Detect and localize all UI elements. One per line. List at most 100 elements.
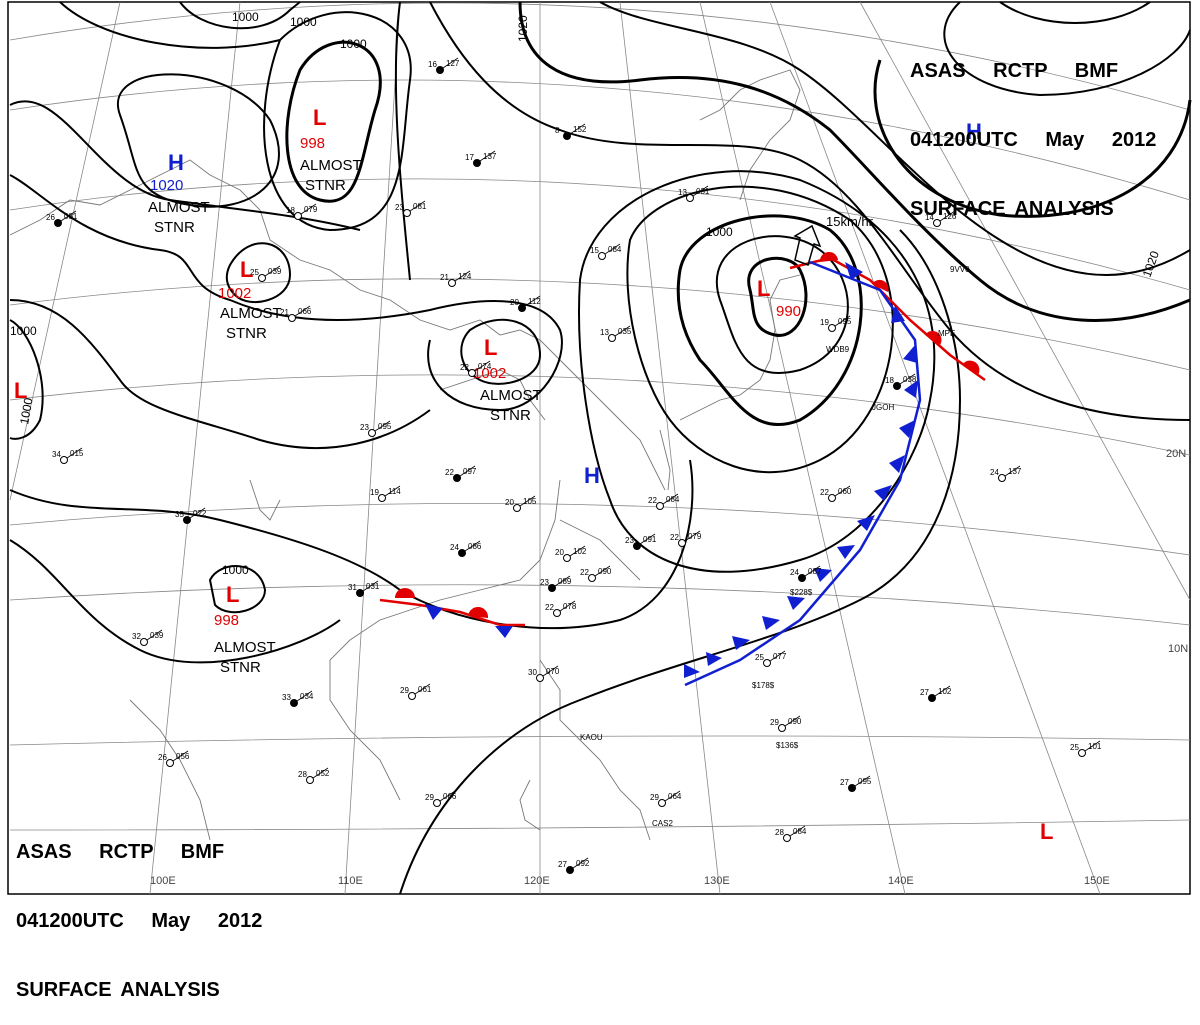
- station-plot: 22 090: [580, 565, 612, 582]
- station-temp: 28: [298, 770, 307, 779]
- station-circle-icon: [763, 659, 771, 667]
- station-pressure: 087: [808, 567, 822, 576]
- station-temp: 26: [46, 213, 55, 222]
- station-temp: 25: [250, 268, 259, 277]
- note-motion: 15km/hr: [826, 214, 874, 229]
- lon-label: 110E: [338, 875, 363, 887]
- station-plot: 22 060: [820, 485, 852, 502]
- station-plot: 33 034: [282, 690, 314, 707]
- station-temp: 22: [648, 496, 657, 505]
- station-pressure: 092: [576, 859, 590, 868]
- pressure-value: 998: [300, 135, 325, 152]
- station-circle-icon: [633, 542, 641, 550]
- station-circle-icon: [288, 314, 296, 322]
- note-stnr: STNR: [490, 407, 531, 424]
- isobar-label: 1000: [10, 324, 37, 338]
- station-pressure: 095: [838, 317, 852, 326]
- station-circle-icon: [658, 799, 666, 807]
- station-circle-icon: [368, 429, 376, 437]
- lon-label: 130E: [704, 875, 730, 887]
- station-circle-icon: [453, 474, 461, 482]
- station-temp: 29: [425, 793, 434, 802]
- station-circle-icon: [54, 219, 62, 227]
- station-plot: 34 015: [52, 447, 84, 464]
- station-pressure: 127: [446, 59, 460, 68]
- station-pressure: 152: [573, 125, 587, 134]
- station-plot: 22 078: [545, 600, 577, 617]
- station-pressure: 124: [458, 272, 472, 281]
- station-plot: 28 084: [775, 825, 807, 842]
- isobar-label: 1000: [706, 225, 733, 239]
- station-pressure: 086: [468, 542, 482, 551]
- station-temp: 19: [820, 318, 829, 327]
- station-temp: 19: [370, 488, 379, 497]
- station-plot: 15 084: [590, 243, 622, 260]
- station-pressure: 038: [903, 375, 917, 384]
- pressure-value: 990: [776, 303, 801, 320]
- station-temp: 20: [510, 298, 519, 307]
- station-plot: 17 137: [465, 150, 497, 167]
- station-id: $178$: [752, 681, 775, 690]
- station-plot: 25 101: [1070, 740, 1102, 757]
- station-circle-icon: [433, 799, 441, 807]
- station-circle-icon: [566, 866, 574, 874]
- station-temp: 22: [580, 568, 589, 577]
- station-temp: 29: [770, 718, 779, 727]
- station-plot: 24 087: [790, 565, 822, 582]
- station-plot: 35 022: [175, 507, 207, 524]
- station-temp: 31: [348, 583, 357, 592]
- pressure-value: 1002: [473, 365, 506, 382]
- station-plot: 13 031: [678, 185, 710, 202]
- station-circle-icon: [563, 132, 571, 140]
- station-circle-icon: [608, 334, 616, 342]
- station-temp: 30: [528, 668, 537, 677]
- station-pressure: 084: [666, 495, 680, 504]
- station-plot: 24 137: [990, 465, 1022, 482]
- station-pressure: 112: [528, 297, 541, 306]
- station-temp: 13: [678, 188, 687, 197]
- station-plot: 29 090: [770, 715, 802, 732]
- coastlines: [9, 69, 801, 841]
- note-stnr: STNR: [220, 659, 261, 676]
- station-circle-icon: [553, 609, 561, 617]
- station-pressure: 052: [316, 769, 330, 778]
- station-plot: 29 061: [400, 683, 432, 700]
- station-circle-icon: [828, 494, 836, 502]
- station-id: MPE: [938, 329, 955, 338]
- station-circle-icon: [656, 502, 664, 510]
- station-circle-icon: [563, 554, 571, 562]
- note-almost: ALMOST: [148, 199, 210, 216]
- station-plot: 18 079: [286, 203, 318, 220]
- station-plot: 23 091: [625, 533, 657, 550]
- station-temp: 20: [505, 498, 514, 507]
- station-temp: 27: [920, 688, 929, 697]
- station-temp: 24: [790, 568, 799, 577]
- station-pressure: 039: [150, 631, 164, 640]
- station-circle-icon: [436, 66, 444, 74]
- station-circle-icon: [258, 274, 266, 282]
- station-circle-icon: [183, 516, 191, 524]
- station-plot: 20 112: [510, 295, 541, 312]
- station-pressure: 031: [366, 582, 380, 591]
- station-plot: 25 077: [755, 650, 787, 667]
- station-temp: 21: [440, 273, 449, 282]
- station-circle-icon: [356, 589, 364, 597]
- station-temp: 23: [625, 536, 634, 545]
- station-plot: 22 084: [648, 493, 680, 510]
- station-circle-icon: [933, 219, 941, 227]
- station-pressure: 095: [378, 422, 392, 431]
- station-circle-icon: [378, 494, 386, 502]
- station-plot: 27 092: [558, 857, 590, 874]
- station-temp: 17: [465, 153, 474, 162]
- note-almost: ALMOST: [214, 639, 276, 656]
- station-temp: 32: [132, 632, 141, 641]
- station-plot: 19 114: [370, 485, 401, 502]
- header-line1: ASAS RCTP BMF: [16, 841, 225, 863]
- station-plot: 26 081: [46, 210, 78, 227]
- header-line2: 041200UTC May 2012: [910, 129, 1157, 151]
- station-pressure: 137: [483, 152, 497, 161]
- station-circle-icon: [60, 456, 68, 464]
- header-top-right: ASAS RCTP BMF 041200UTC May 2012 SURFACE…: [910, 14, 1156, 244]
- station-temp: 29: [400, 686, 409, 695]
- note-almost: ALMOST: [220, 305, 282, 322]
